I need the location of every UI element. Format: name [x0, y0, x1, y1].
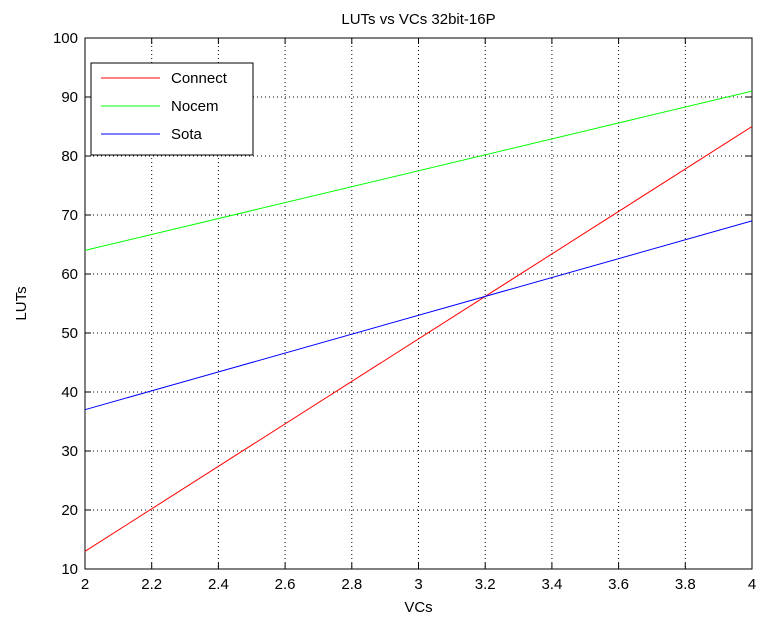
y-tick-label-40: 40: [61, 384, 78, 401]
x-tick-label-3-6: 3.6: [608, 576, 629, 593]
y-tick-label-50: 50: [61, 325, 78, 342]
series-lines: [84, 90, 753, 552]
x-tick-label-2-4: 2.4: [208, 576, 229, 593]
series-line-sota: [84, 220, 753, 411]
y-tick-label-70: 70: [61, 207, 78, 224]
series-line-nocem: [84, 90, 753, 251]
legend-label-connect: Connect: [171, 70, 228, 87]
x-axis-label: VCs: [404, 599, 432, 616]
y-tick-label-80: 80: [61, 148, 78, 165]
x-tick-label-3-4: 3.4: [541, 576, 562, 593]
series-line-connect: [84, 126, 753, 552]
y-tick-label-20: 20: [61, 502, 78, 519]
y-tick-label-90: 90: [61, 89, 78, 106]
chart-title: LUTs vs VCs 32bit-16P: [341, 11, 495, 28]
x-tick-label-2: 2: [81, 576, 89, 593]
x-tick-label-3-2: 3.2: [475, 576, 496, 593]
y-tick-label-30: 30: [61, 443, 78, 460]
legend-label-sota: Sota: [171, 126, 203, 143]
x-tick-label-3: 3: [414, 576, 422, 593]
x-tick-label-3-8: 3.8: [675, 576, 696, 593]
y-tick-label-100: 100: [53, 30, 78, 47]
legend-label-nocem: Nocem: [171, 98, 219, 115]
y-axis-label: LUTs: [13, 286, 30, 320]
x-tick-label-2-8: 2.8: [341, 576, 362, 593]
y-tick-label-10: 10: [61, 561, 78, 578]
axis-ticks: 2 2.2 2.4 2.6 2.8 3 3.2 3.4 3.6 3.8 4 10 20 30 40 50 60 7…: [53, 30, 756, 593]
x-tick-label-2-6: 2.6: [275, 576, 296, 593]
y-tick-label-60: 60: [61, 266, 78, 283]
x-tick-label-4: 4: [748, 576, 756, 593]
legend: Connect Nocem Sota: [90, 62, 254, 156]
x-tick-label-2-2: 2.2: [141, 576, 162, 593]
